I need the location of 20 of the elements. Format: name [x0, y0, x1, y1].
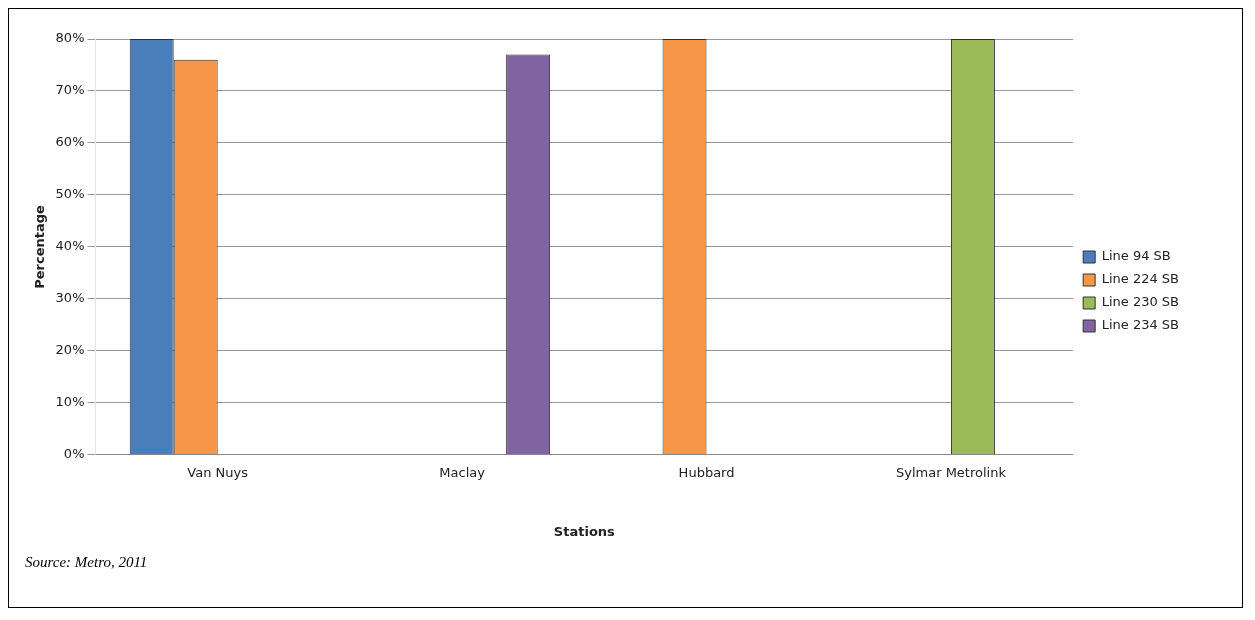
legend-label: Line 224 SB [1101, 271, 1179, 287]
legend-label: Line 94 SB [1101, 248, 1171, 264]
x-tick-label: Hubbard [678, 464, 735, 480]
y-tick-label: 50% [55, 186, 85, 202]
x-tick-label: Sylmar Metrolink [895, 464, 1007, 480]
y-tick-label: 80% [55, 30, 85, 46]
x-axis-title: Stations [553, 523, 616, 539]
y-tick-label: 10% [55, 394, 85, 410]
y-tick-label: 60% [55, 134, 85, 150]
legend-label: Line 234 SB [1101, 317, 1179, 333]
y-tick-label: 30% [55, 290, 85, 306]
y-tick-label: 40% [55, 238, 85, 254]
x-tick-label: Maclay [439, 464, 486, 480]
y-axis-title: Percentage [32, 204, 48, 289]
y-tick-label: 70% [55, 82, 85, 98]
source-note: Source: Metro, 2011 [25, 554, 148, 571]
y-tick-label: 0% [63, 446, 85, 462]
x-tick-label: Van Nuys [187, 464, 249, 480]
y-tick-label: 20% [55, 342, 85, 358]
legend-label: Line 230 SB [1101, 294, 1179, 310]
